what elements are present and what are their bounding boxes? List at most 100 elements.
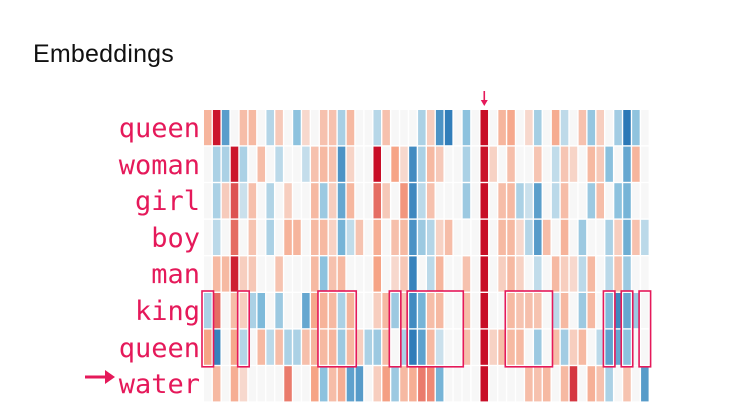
heatmap-cell [507,110,515,146]
heatmap-cell [302,183,310,219]
heatmap-cell [346,110,355,146]
heatmap-cell [632,146,640,182]
heatmap-cell [542,110,551,146]
heatmap-cell [596,293,604,329]
heatmap-cell [605,110,613,146]
heatmap-cell [248,219,257,255]
heatmap-cell [230,110,239,146]
heatmap-cell [587,183,596,219]
heatmap-cell [641,366,649,402]
heatmap-cell [212,183,221,219]
heatmap-cell [471,293,480,329]
heatmap-cell [489,329,497,365]
heatmap-cell [462,256,471,292]
heatmap-cell [400,329,408,365]
heatmap-cell [623,366,631,402]
highlight-box [236,290,250,368]
heatmap-cell [409,183,417,219]
heatmap-cell [293,219,301,255]
heatmap-cell [569,293,578,329]
heatmap-cell [427,110,435,146]
heatmap-cell [275,366,283,402]
heatmap-cell [614,146,622,182]
heatmap-cell [221,256,230,292]
heatmap-cell [382,219,390,255]
heatmap-cell [355,329,364,365]
heatmap-cell [444,293,453,329]
heatmap-cell [418,183,426,219]
heatmap-cell [453,110,462,146]
heatmap-cell [614,329,622,365]
heatmap-cell [355,219,364,255]
heatmap-cell [507,219,515,255]
heatmap-cell [293,146,301,182]
heatmap-cell [551,293,560,329]
heatmap-cell [560,256,569,292]
heatmap-cell [302,146,310,182]
heatmap-cell [337,366,346,402]
heatmap-cell [542,146,551,182]
heatmap-cell [400,146,408,182]
heatmap-cell [302,110,310,146]
heatmap-cell [534,366,542,402]
heatmap-cell [364,183,373,219]
heatmap-cell [578,256,587,292]
heatmap-cell [302,256,310,292]
heatmap-cell [427,293,435,329]
heatmap-cell [248,256,257,292]
heatmap-cell [632,329,640,365]
heatmap-cell [489,293,497,329]
heatmap-cell [596,329,604,365]
heatmap-cell [311,256,319,292]
heatmap-cell [516,293,524,329]
heatmap-cell [230,256,239,292]
heatmap-cell [391,256,399,292]
heatmap-cell [614,219,622,255]
heatmap-cell [507,183,515,219]
heatmap-cell [471,329,480,365]
heatmap-cell [623,293,631,329]
heatmap-cell [498,183,506,219]
heatmap-cell [418,110,426,146]
heatmap-cell [212,110,221,146]
heatmap-cell [641,293,649,329]
word-label-water: water [118,369,200,401]
heatmap-cell [257,366,266,402]
heatmap-cell [534,293,542,329]
heatmap-cell [212,366,221,402]
heatmap-cell [507,366,515,402]
heatmap-cell [257,146,266,182]
heatmap-cell [337,146,346,182]
heatmap-cell [409,329,417,365]
heatmap-cell [400,366,408,402]
heatmap-cell [355,256,364,292]
heatmap-cell [284,146,292,182]
heatmap-cell [418,366,426,402]
heatmap-cell [293,293,301,329]
heatmap-cell [471,146,480,182]
heatmap-cell [462,293,471,329]
heatmap-cell [498,366,506,402]
heatmap-cell [248,329,257,365]
heatmap-cell [319,110,328,146]
heatmap-cell [373,110,381,146]
heatmap-cell [587,256,596,292]
heatmap-cell [418,329,426,365]
slide-title: Embeddings [33,40,174,68]
heatmap-cell [400,256,408,292]
heatmap-cell [311,219,319,255]
heatmap-cell [248,183,257,219]
heatmap-cell [391,146,399,182]
heatmap-cell [480,329,489,365]
heatmap-cell [418,219,426,255]
heatmap-cell [516,256,524,292]
heatmap-cell [373,293,381,329]
heatmap-cell [578,366,587,402]
heatmap-cell [596,219,604,255]
heatmap-cell [257,256,266,292]
heatmap-cell [346,366,355,402]
heatmap-cell [444,219,453,255]
heatmap-cell [409,146,417,182]
heatmap-cell [257,183,266,219]
heatmap-cell [373,366,381,402]
